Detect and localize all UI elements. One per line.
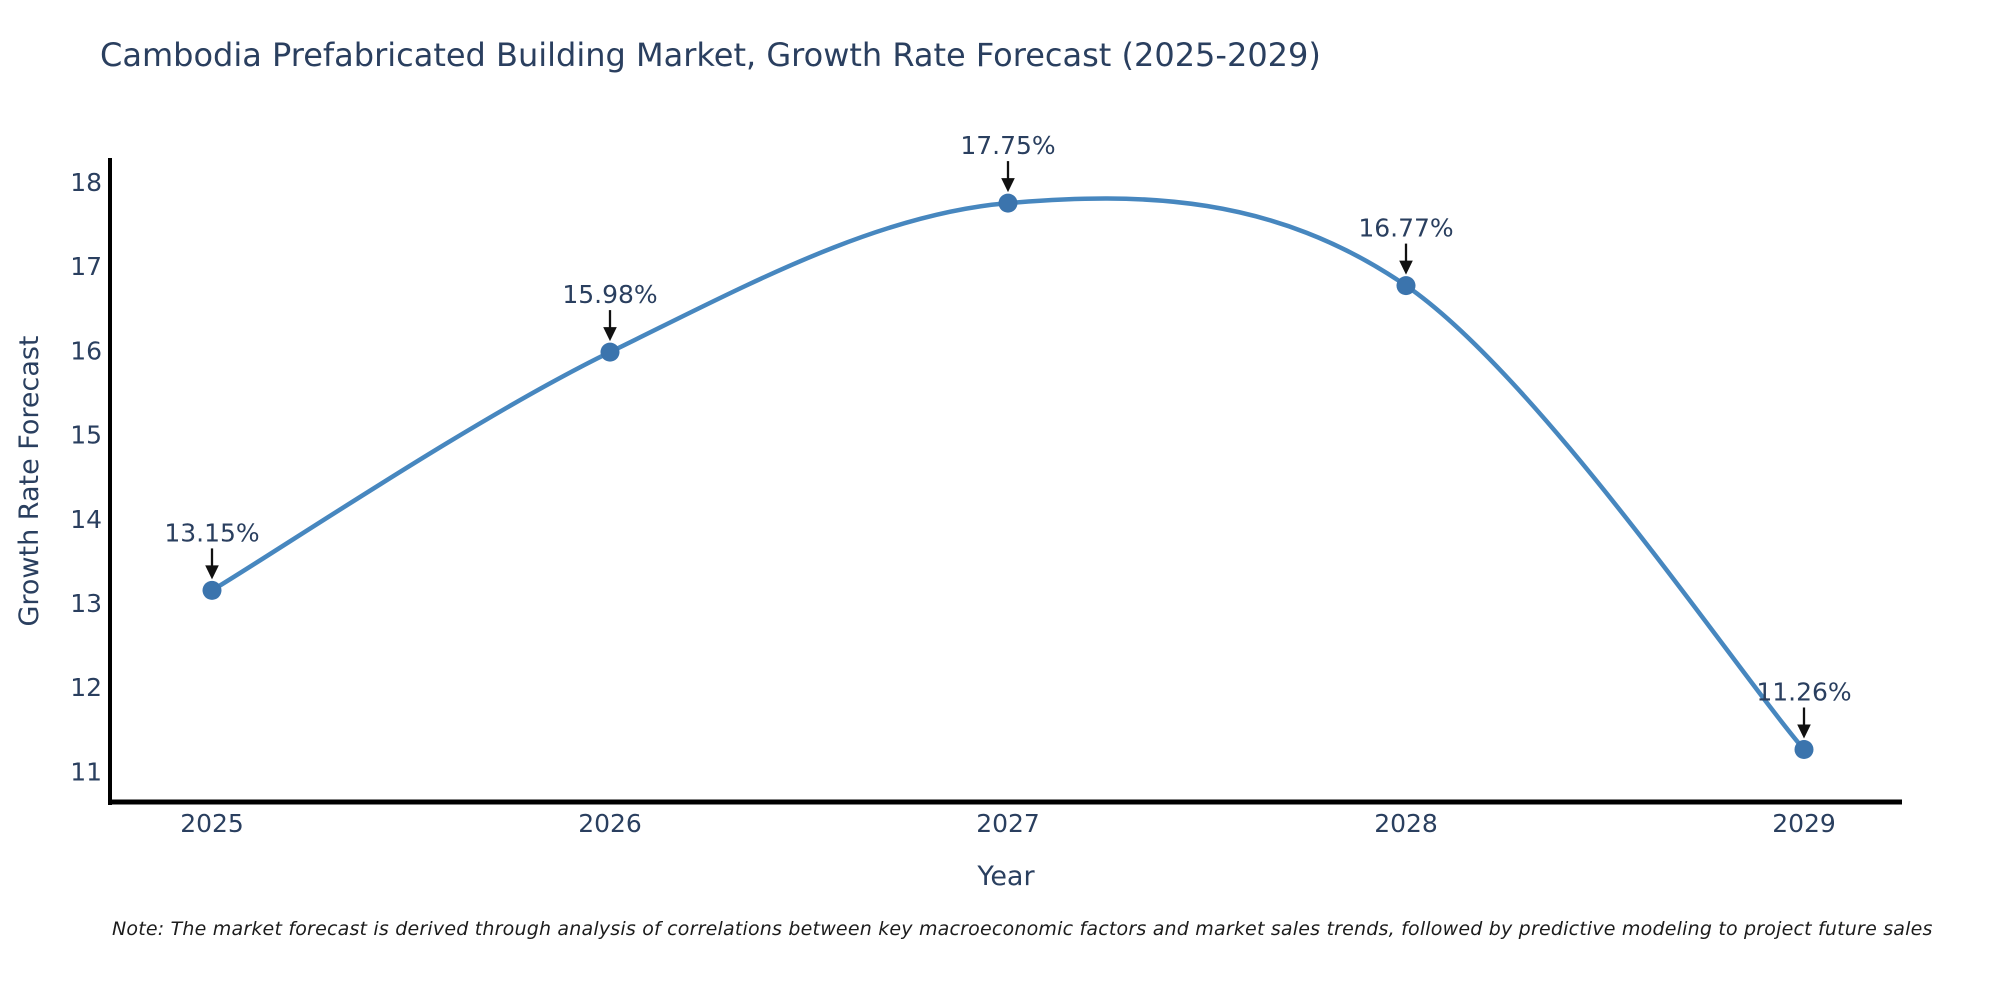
- x-tick-label-2029: 2029: [1772, 809, 1836, 838]
- data-point-2025: [202, 580, 222, 600]
- y-tick-label-13: 13: [70, 589, 102, 618]
- x-tick-label-2026: 2026: [578, 809, 642, 838]
- annotation-arrow-head-2029: [1797, 724, 1811, 739]
- x-tick-label-2027: 2027: [976, 809, 1040, 838]
- chart-note: Note: The market forecast is derived thr…: [112, 918, 1933, 940]
- data-point-2027: [998, 193, 1018, 213]
- annotation-label-2028: 16.77%: [1358, 214, 1453, 243]
- data-point-2028: [1396, 276, 1416, 296]
- annotation-arrow-head-2025: [205, 565, 219, 580]
- data-point-2029: [1794, 740, 1814, 759]
- forecast-line: [209, 196, 1807, 752]
- annotation-label-2027: 17.75%: [960, 131, 1055, 160]
- annotation-label-2025: 13.15%: [164, 518, 259, 547]
- annotation-label-2029: 11.26%: [1756, 678, 1851, 707]
- y-tick-label-16: 16: [70, 336, 102, 365]
- annotation-arrow-head-2027: [1001, 178, 1015, 193]
- y-tick-label-17: 17: [70, 252, 102, 281]
- x-axis-title: Year: [976, 861, 1035, 892]
- annotation-arrow-head-2028: [1399, 260, 1413, 275]
- y-tick-label-15: 15: [70, 421, 102, 450]
- y-tick-label-14: 14: [70, 505, 102, 534]
- x-tick-label-2028: 2028: [1374, 809, 1438, 838]
- y-axis-title: Growth Rate Forecast: [14, 335, 45, 626]
- x-tick-label-2025: 2025: [180, 809, 244, 838]
- y-tick-label-11: 11: [70, 757, 102, 786]
- y-tick-label-18: 18: [70, 168, 102, 197]
- chart-title: Cambodia Prefabricated Building Market, …: [100, 36, 1321, 74]
- y-tick-label-12: 12: [70, 673, 102, 702]
- annotation-label-2026: 15.98%: [562, 280, 657, 309]
- data-point-2026: [600, 342, 620, 362]
- annotation-arrow-head-2026: [603, 327, 617, 342]
